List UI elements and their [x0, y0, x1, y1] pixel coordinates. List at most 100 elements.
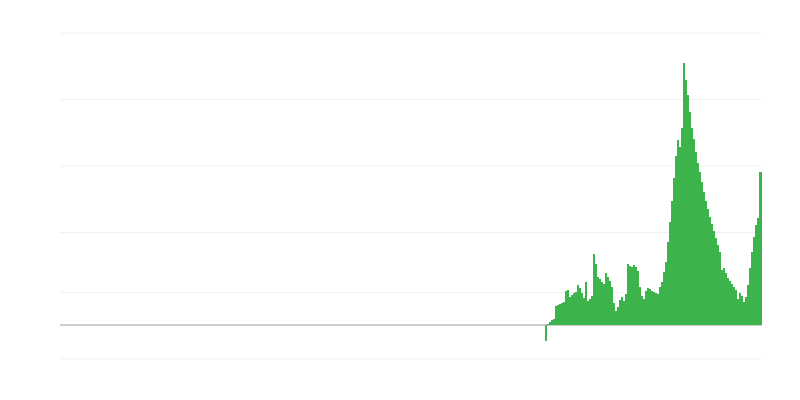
bar[interactable] — [683, 63, 685, 325]
bar[interactable] — [585, 282, 587, 325]
bar[interactable] — [729, 281, 731, 325]
bar[interactable] — [589, 299, 591, 325]
bar[interactable] — [637, 271, 639, 325]
bar[interactable] — [593, 254, 595, 325]
bar[interactable] — [711, 224, 713, 325]
bar[interactable] — [721, 270, 723, 325]
bar[interactable] — [757, 218, 759, 325]
bar[interactable] — [545, 325, 547, 341]
bar[interactable] — [727, 278, 729, 325]
bar[interactable] — [647, 288, 649, 325]
bar[interactable] — [583, 298, 585, 325]
bar[interactable] — [659, 287, 661, 325]
bar[interactable] — [745, 297, 747, 325]
bar[interactable] — [605, 273, 607, 325]
bar[interactable] — [629, 266, 631, 325]
bar[interactable] — [557, 305, 559, 325]
bar[interactable] — [713, 231, 715, 325]
bar[interactable] — [717, 245, 719, 325]
bar[interactable] — [575, 292, 577, 325]
bar[interactable] — [703, 192, 705, 325]
bar[interactable] — [619, 300, 621, 325]
bar[interactable] — [719, 252, 721, 325]
bar[interactable] — [685, 80, 687, 325]
bar[interactable] — [693, 139, 695, 325]
bar[interactable] — [681, 128, 683, 325]
bar[interactable] — [675, 156, 677, 325]
bar[interactable] — [679, 147, 681, 325]
bar[interactable] — [615, 311, 617, 325]
bar[interactable] — [649, 289, 651, 325]
bar[interactable] — [725, 273, 727, 325]
bar[interactable] — [599, 279, 601, 325]
bar[interactable] — [669, 222, 671, 325]
bar[interactable] — [633, 265, 635, 325]
bar[interactable] — [677, 140, 679, 325]
bar[interactable] — [697, 163, 699, 325]
bar[interactable] — [563, 302, 565, 325]
bar[interactable] — [591, 296, 593, 325]
bar[interactable] — [577, 285, 579, 325]
bar[interactable] — [731, 284, 733, 325]
bar[interactable] — [621, 297, 623, 325]
bar[interactable] — [565, 291, 567, 325]
bar[interactable] — [571, 295, 573, 325]
bar[interactable] — [611, 287, 613, 325]
bar[interactable] — [753, 237, 755, 325]
bar[interactable] — [689, 112, 691, 325]
bar[interactable] — [617, 307, 619, 325]
bar[interactable] — [755, 225, 757, 325]
bar[interactable] — [559, 304, 561, 325]
bar[interactable] — [733, 287, 735, 325]
bar[interactable] — [625, 294, 627, 325]
bar[interactable] — [551, 320, 553, 325]
bar[interactable] — [569, 297, 571, 325]
bar[interactable] — [607, 277, 609, 325]
bar[interactable] — [597, 277, 599, 325]
bar[interactable] — [631, 267, 633, 325]
bar[interactable] — [691, 128, 693, 325]
bar[interactable] — [741, 296, 743, 325]
bar[interactable] — [553, 319, 555, 325]
bar[interactable] — [663, 272, 665, 325]
bar[interactable] — [705, 201, 707, 325]
bar[interactable] — [567, 290, 569, 325]
bar[interactable] — [623, 301, 625, 325]
bar[interactable] — [709, 217, 711, 325]
bar[interactable] — [635, 267, 637, 325]
bar[interactable] — [613, 303, 615, 325]
bar[interactable] — [641, 296, 643, 325]
bar[interactable] — [549, 322, 551, 325]
bar[interactable] — [573, 293, 575, 325]
bar[interactable] — [735, 290, 737, 325]
bar[interactable] — [547, 324, 549, 325]
bar[interactable] — [707, 209, 709, 325]
bar[interactable] — [655, 293, 657, 325]
bar[interactable] — [739, 293, 741, 325]
bar[interactable] — [639, 287, 641, 325]
bar[interactable] — [587, 301, 589, 325]
bar[interactable] — [603, 284, 605, 325]
bar[interactable] — [657, 294, 659, 325]
bar[interactable] — [595, 264, 597, 325]
bar[interactable] — [701, 182, 703, 325]
bar[interactable] — [643, 299, 645, 325]
bar[interactable] — [737, 299, 739, 325]
bar[interactable] — [601, 282, 603, 325]
bar[interactable] — [653, 292, 655, 325]
bar[interactable] — [609, 281, 611, 325]
bar[interactable] — [699, 172, 701, 325]
bar[interactable] — [723, 268, 725, 325]
bar[interactable] — [751, 252, 753, 325]
bar[interactable] — [715, 238, 717, 325]
bar[interactable] — [749, 268, 751, 325]
bar[interactable] — [665, 262, 667, 325]
bar[interactable] — [667, 242, 669, 325]
bar[interactable] — [743, 302, 745, 325]
bar[interactable] — [555, 306, 557, 325]
bar[interactable] — [581, 293, 583, 325]
bar[interactable] — [627, 264, 629, 325]
bar[interactable] — [671, 201, 673, 325]
bar[interactable] — [747, 285, 749, 325]
bar[interactable] — [651, 291, 653, 325]
